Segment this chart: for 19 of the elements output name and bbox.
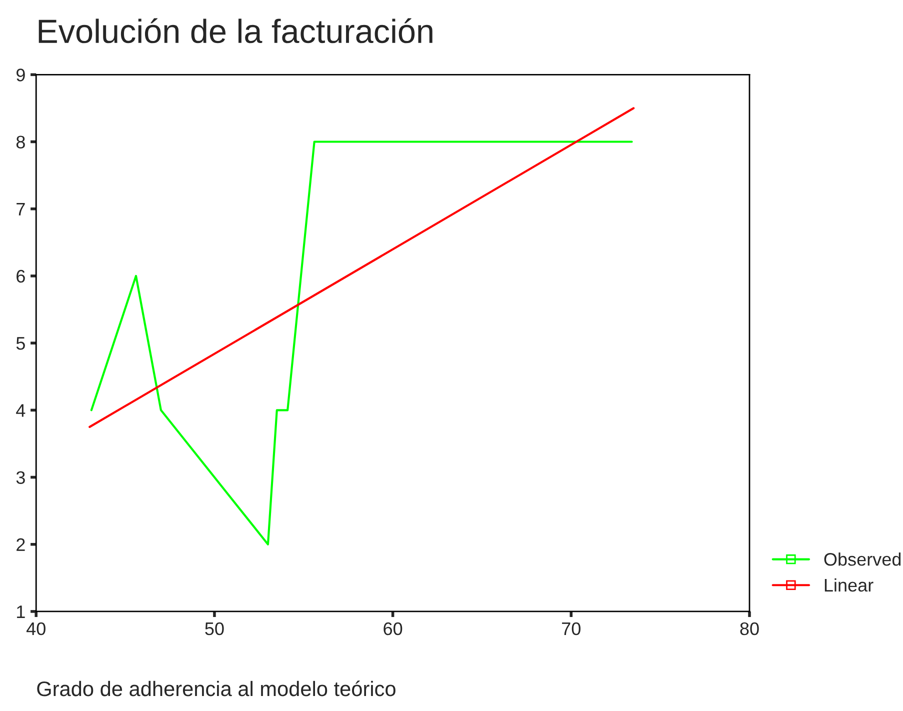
y-tick-label: 2 (16, 538, 25, 551)
y-tick-label: 5 (16, 337, 25, 350)
y-tick-label: 7 (16, 202, 25, 216)
x-tick-label: 70 (562, 622, 580, 636)
x-tick-label: 60 (384, 622, 402, 636)
y-tick-label: 3 (16, 471, 25, 484)
y-tick-label: 4 (16, 404, 26, 417)
y-tick-label: 8 (16, 136, 25, 148)
line-series (90, 140, 633, 546)
x-tick-label: 50 (205, 622, 224, 636)
chart-title: Evolución de la facturación (38, 18, 432, 44)
y-tick-label: 6 (16, 270, 25, 283)
x-axis-title: Grado de adherencia al modelo teórico (37, 680, 396, 696)
legend-label: Linear (824, 578, 874, 592)
y-tick-label: 1 (17, 606, 25, 618)
x-tick-label: 40 (26, 622, 46, 636)
y-tick-label: 9 (16, 68, 25, 82)
x-tick-label: 80 (740, 622, 759, 636)
legend-label: Observed (824, 552, 901, 566)
